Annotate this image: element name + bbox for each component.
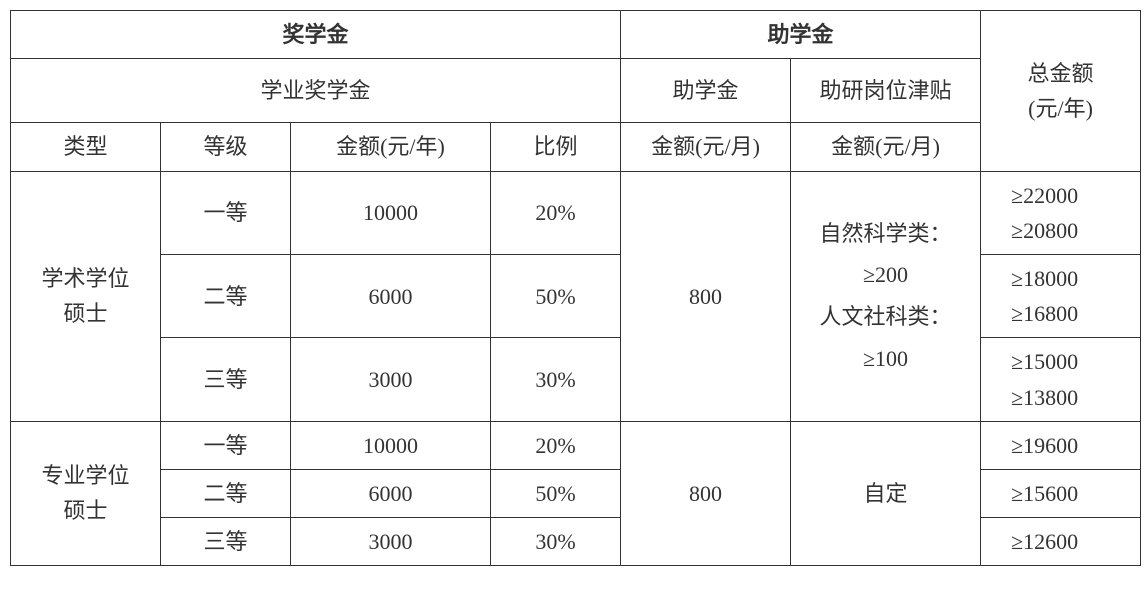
header-research-allowance: 助研岗位津贴 xyxy=(791,59,981,123)
cell-ratio: 30% xyxy=(491,338,621,421)
col-ratio: 比例 xyxy=(491,123,621,171)
cell-amount: 10000 xyxy=(291,171,491,254)
col-amount-month2: 金额(元/月) xyxy=(791,123,981,171)
header-academic-scholarship: 学业奖学金 xyxy=(11,59,621,123)
header-stipend-amount: 助学金 xyxy=(621,59,791,123)
header-row-1: 奖学金 助学金 总金额 (元/年) xyxy=(11,11,1141,59)
header-scholarship: 奖学金 xyxy=(11,11,621,59)
cell-academic-type: 学术学位 硕士 xyxy=(11,171,161,421)
cell-total: ≥22000 ≥20800 xyxy=(981,171,1141,254)
col-amount-month1: 金额(元/月) xyxy=(621,123,791,171)
cell-research-allowance: 自定 xyxy=(791,421,981,566)
col-amount-year: 金额(元/年) xyxy=(291,123,491,171)
cell-amount: 3000 xyxy=(291,518,491,566)
cell-ratio: 20% xyxy=(491,421,621,469)
header-stipend: 助学金 xyxy=(621,11,981,59)
cell-total: ≥12600 xyxy=(981,518,1141,566)
header-row-3: 类型 等级 金额(元/年) 比例 金额(元/月) 金额(元/月) xyxy=(11,123,1141,171)
cell-ratio: 50% xyxy=(491,469,621,517)
cell-stipend: 800 xyxy=(621,421,791,566)
cell-amount: 6000 xyxy=(291,469,491,517)
cell-amount: 10000 xyxy=(291,421,491,469)
cell-grade: 二等 xyxy=(161,469,291,517)
cell-total: ≥15000 ≥13800 xyxy=(981,338,1141,421)
cell-grade: 一等 xyxy=(161,421,291,469)
header-row-2: 学业奖学金 助学金 助研岗位津贴 xyxy=(11,59,1141,123)
cell-total: ≥18000 ≥16800 xyxy=(981,254,1141,337)
cell-ratio: 20% xyxy=(491,171,621,254)
col-type: 类型 xyxy=(11,123,161,171)
cell-grade: 三等 xyxy=(161,518,291,566)
cell-ratio: 50% xyxy=(491,254,621,337)
table-row: 专业学位 硕士 一等 10000 20% 800 自定 ≥19600 xyxy=(11,421,1141,469)
cell-amount: 3000 xyxy=(291,338,491,421)
cell-amount: 6000 xyxy=(291,254,491,337)
cell-grade: 一等 xyxy=(161,171,291,254)
header-total: 总金额 (元/年) xyxy=(981,11,1141,172)
scholarship-table: 奖学金 助学金 总金额 (元/年) 学业奖学金 助学金 助研岗位津贴 类型 等级… xyxy=(10,10,1141,566)
cell-grade: 二等 xyxy=(161,254,291,337)
cell-research-allowance: 自然科学类： ≥200 人文社科类： ≥100 xyxy=(791,171,981,421)
cell-stipend: 800 xyxy=(621,171,791,421)
table-row: 学术学位 硕士 一等 10000 20% 800 自然科学类： ≥200 人文社… xyxy=(11,171,1141,254)
cell-total: ≥19600 xyxy=(981,421,1141,469)
col-grade: 等级 xyxy=(161,123,291,171)
cell-ratio: 30% xyxy=(491,518,621,566)
cell-total: ≥15600 xyxy=(981,469,1141,517)
cell-professional-type: 专业学位 硕士 xyxy=(11,421,161,566)
cell-grade: 三等 xyxy=(161,338,291,421)
